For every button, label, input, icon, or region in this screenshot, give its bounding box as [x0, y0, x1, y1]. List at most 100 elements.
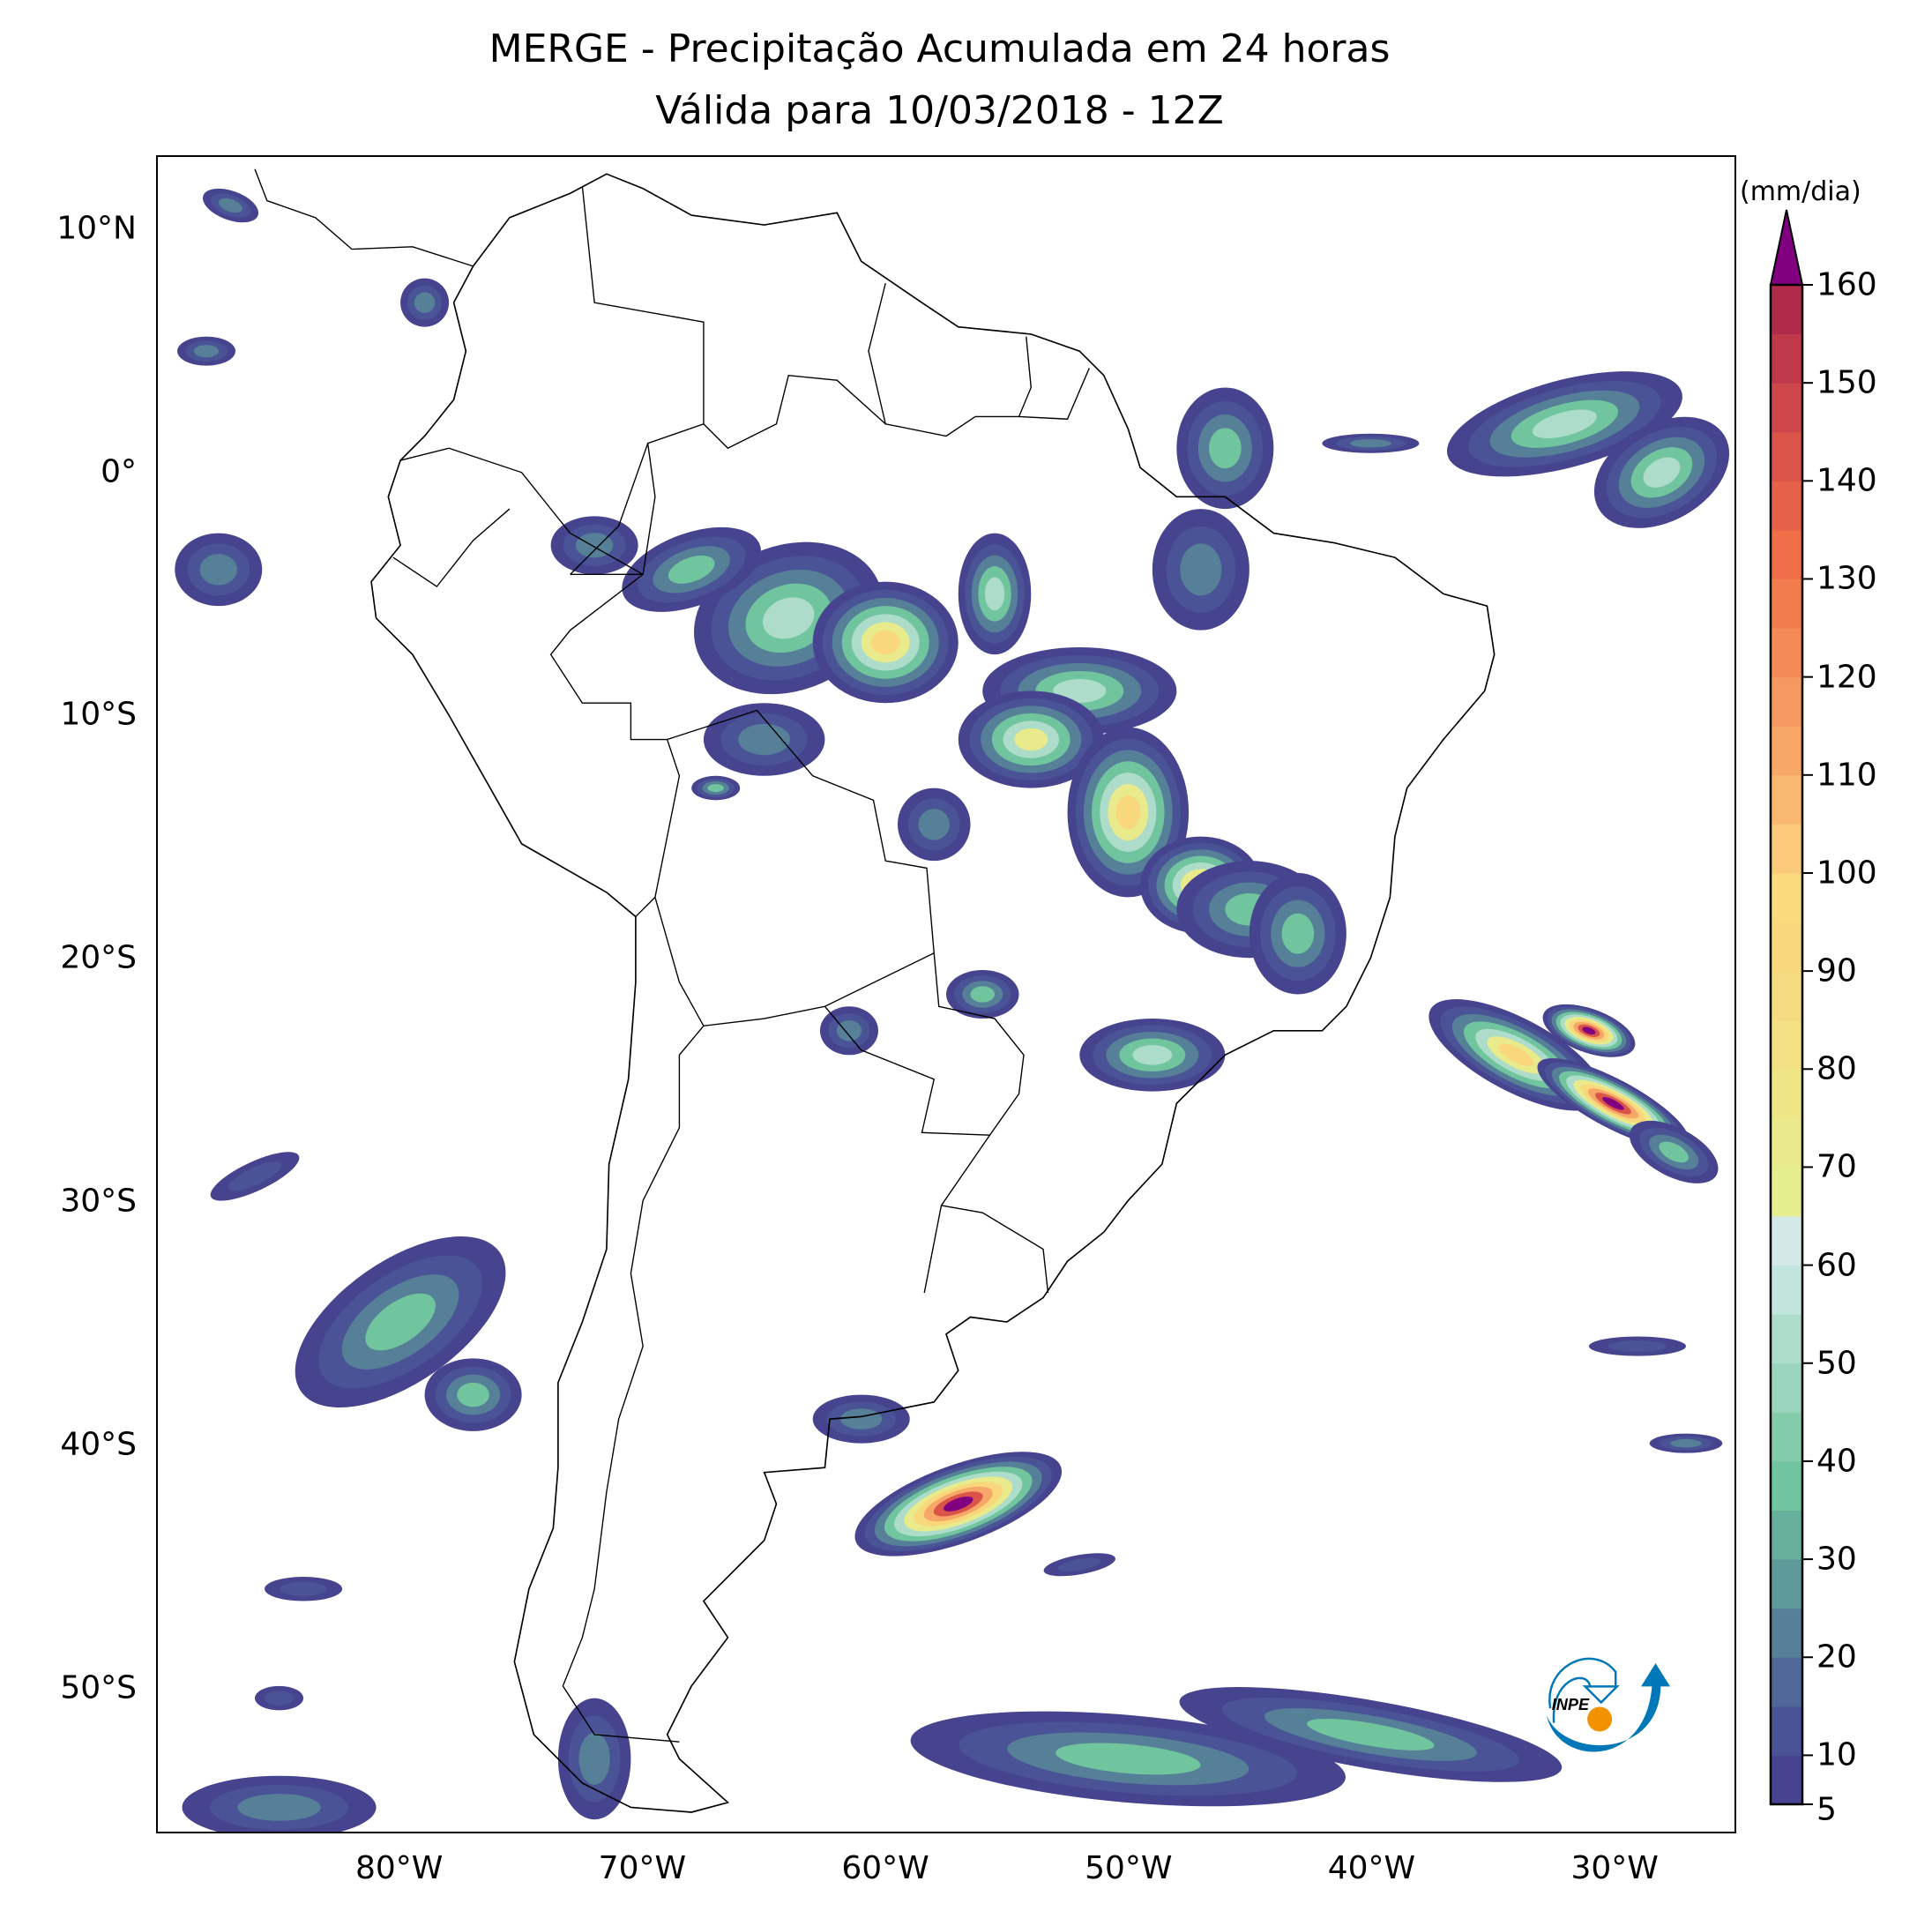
colorbar-swatch [1771, 1362, 1802, 1413]
lat-tick-label: 0° [101, 453, 137, 490]
precip-contour [1582, 1026, 1596, 1035]
border-line [570, 443, 649, 575]
border-line [399, 447, 644, 575]
colorbar-swatch [1771, 872, 1802, 923]
precip-contour [1115, 795, 1141, 830]
precip-contour [870, 630, 900, 655]
colorbar-swatch [1771, 676, 1802, 727]
precip-contour [943, 1496, 973, 1512]
lat-tick-label: 30°S [60, 1183, 137, 1220]
precip-contour [228, 1161, 282, 1191]
lon-tick-label: 70°W [598, 1850, 687, 1886]
border-line [549, 573, 681, 917]
lon-tick-label: 60°W [841, 1850, 929, 1886]
colorbar-tick-label: 130 [1816, 560, 1877, 597]
border-line [392, 508, 511, 588]
colorbar-extend-arrow [1769, 209, 1804, 286]
colorbar-swatch [1771, 431, 1802, 481]
precip-contour [199, 554, 237, 586]
precip-contour [668, 555, 715, 584]
colorbar-swatch [1771, 628, 1802, 678]
colorbar-tick-label: 150 [1816, 364, 1877, 401]
colorbar-swatch [1771, 1510, 1802, 1560]
precip-contour [457, 1382, 489, 1407]
colorbar-swatch [1771, 1069, 1802, 1119]
border-line [254, 168, 474, 267]
precip-contour [237, 1794, 321, 1821]
colorbar-frame [1769, 283, 1804, 1806]
colorbar-swatch [1771, 1019, 1802, 1070]
colorbar-swatch [1771, 1216, 1802, 1266]
colorbar-swatch [1771, 579, 1802, 629]
colorbar-tick-label: 120 [1816, 659, 1877, 696]
lat-tick-label: 10°S [60, 696, 137, 733]
colorbar-swatch [1771, 1755, 1802, 1805]
precip-contour [1670, 1438, 1702, 1448]
colorbar-swatch [1771, 1657, 1802, 1707]
precip-contour [970, 986, 996, 1003]
colorbar-swatch [1771, 824, 1802, 874]
precip-contour [836, 1019, 862, 1041]
precip-contour [1180, 543, 1222, 596]
colorbar-swatch [1771, 1314, 1802, 1364]
chart-title: MERGE - Precipitação Acumulada em 24 hor… [489, 26, 1391, 71]
lon-tick-label: 40°W [1327, 1850, 1416, 1886]
colorbar-units: (mm/dia) [1740, 176, 1861, 207]
lon-tick-label: 50°W [1085, 1850, 1173, 1886]
colorbar-swatch [1771, 726, 1802, 776]
lat-tick-label: 10°N [56, 210, 137, 247]
colorbar-swatch [1771, 922, 1802, 972]
colorbar-swatch [1771, 285, 1802, 335]
border-line [868, 282, 1032, 437]
colorbar-swatch [1771, 1608, 1802, 1658]
colorbar-swatch [1771, 1706, 1802, 1756]
border-line [923, 1134, 991, 1294]
precip-contour [1281, 913, 1315, 954]
precip-contour [1602, 1097, 1624, 1110]
precip-contour [762, 597, 815, 639]
border-line [824, 952, 1025, 1136]
border-line [570, 185, 705, 576]
border-line [941, 1205, 1049, 1294]
colorbar-swatch [1771, 1117, 1802, 1168]
colorbar-tick-label: 10 [1816, 1736, 1857, 1773]
precip-contour [365, 1293, 436, 1351]
precip-contour [1349, 439, 1391, 448]
colorbar-tick-label: 30 [1816, 1541, 1857, 1578]
border-line [562, 1025, 705, 1743]
colorbar-swatch [1771, 1460, 1802, 1512]
colorbar-tick-label: 70 [1816, 1148, 1857, 1185]
lon-tick-label: 80°W [354, 1850, 444, 1886]
precip-contour [984, 577, 1005, 611]
colorbar-tick-label: 80 [1816, 1050, 1857, 1087]
border-line [654, 709, 935, 1027]
colorbar-tick-label: 100 [1816, 855, 1877, 892]
precip-contour [1533, 409, 1597, 439]
precip-contour [1498, 1043, 1534, 1066]
colorbar-tick-label: 140 [1816, 462, 1877, 499]
colorbar-tick-label: 110 [1816, 757, 1877, 794]
colorbar-tick-label: 160 [1816, 266, 1877, 303]
precipitation-map: INPE [156, 155, 1736, 1833]
chart-subtitle: Válida para 10/03/2018 - 12Z [655, 88, 1224, 133]
precip-contour [918, 809, 950, 840]
colorbar-swatch [1771, 1559, 1802, 1609]
lat-tick-label: 40°S [60, 1426, 137, 1463]
precip-contour [1608, 1340, 1667, 1353]
precip-contour [1014, 728, 1048, 751]
colorbar [1769, 209, 1813, 1806]
colorbar-tick-label: 40 [1816, 1443, 1857, 1480]
border-line [1018, 368, 1090, 420]
precip-contour [193, 345, 220, 358]
precip-contour [1659, 1141, 1689, 1163]
colorbar-tick-label: 20 [1816, 1639, 1857, 1676]
lat-tick-label: 20°S [60, 939, 137, 976]
precip-contour [219, 198, 243, 213]
colorbar-tick-label: 90 [1816, 952, 1857, 989]
precip-contour [1057, 1557, 1101, 1572]
coastline-borders [254, 168, 1496, 1813]
precip-contour [280, 1581, 327, 1597]
colorbar-swatch [1771, 971, 1802, 1021]
logo-text: INPE [1552, 1696, 1590, 1713]
precip-contour [1307, 1718, 1435, 1751]
